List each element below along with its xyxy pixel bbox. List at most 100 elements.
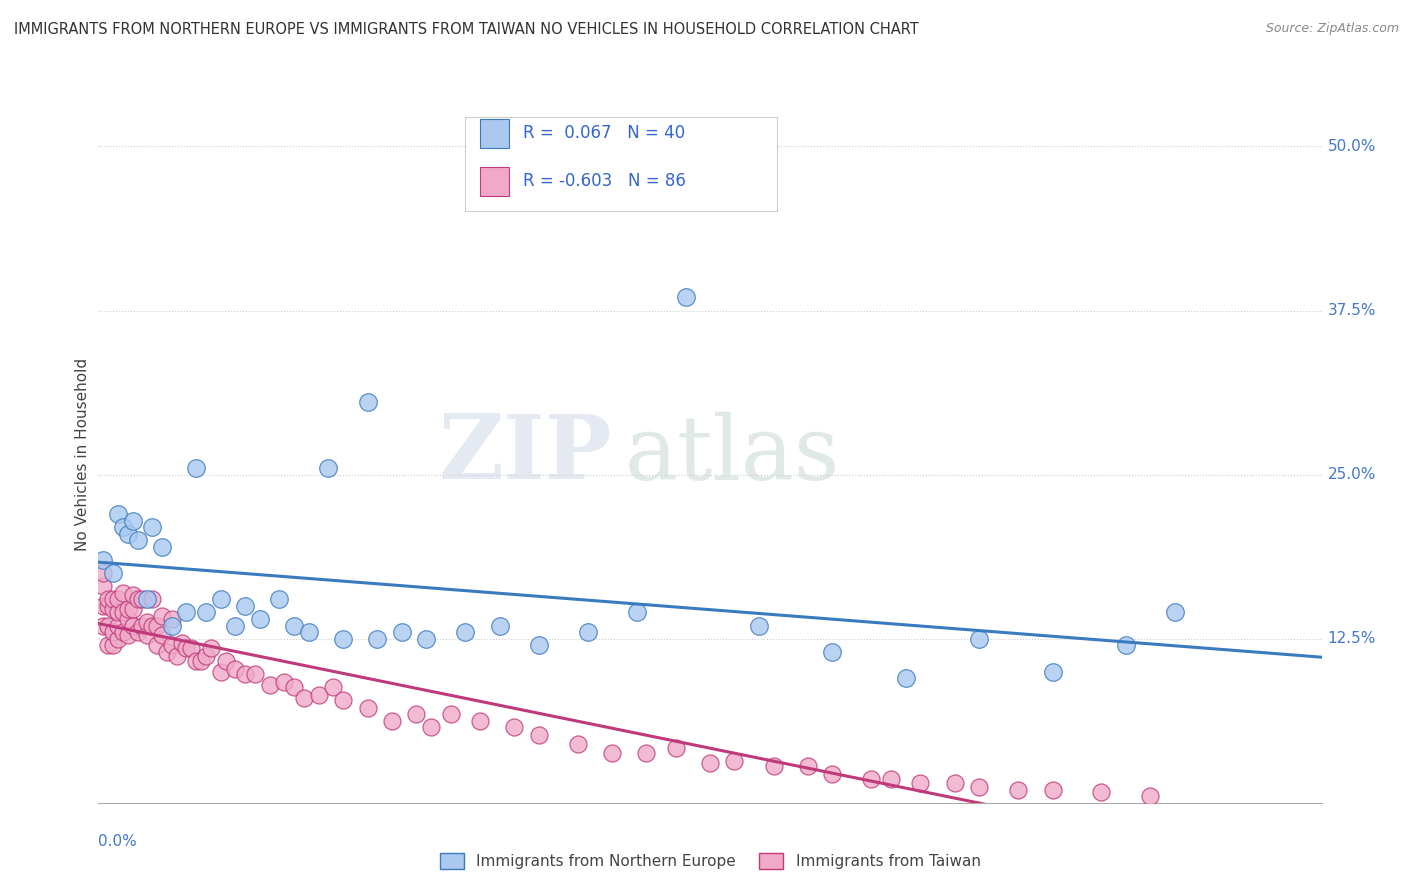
Point [117, 628, 139, 642]
Point [176, 606, 198, 620]
Point [141, 592, 163, 607]
Point [860, 772, 883, 787]
Point [160, 618, 183, 632]
Point [101, 592, 124, 607]
Point [224, 618, 246, 632]
Point [136, 592, 159, 607]
Point [150, 609, 173, 624]
Point [967, 780, 990, 794]
Point [176, 640, 198, 655]
Point [308, 688, 330, 702]
Point [146, 638, 169, 652]
Text: Source: ZipAtlas.com: Source: ZipAtlas.com [1265, 22, 1399, 36]
Point [107, 632, 129, 646]
Point [224, 662, 246, 676]
Point [356, 701, 378, 715]
Point [97, 599, 120, 613]
Point [107, 507, 129, 521]
Point [1090, 785, 1112, 799]
Point [200, 640, 222, 655]
Point [762, 759, 785, 773]
Point [600, 746, 623, 760]
Point [91, 553, 114, 567]
Point [259, 678, 281, 692]
Point [107, 606, 129, 620]
Point [468, 714, 491, 729]
Point [366, 632, 388, 646]
Point [107, 618, 129, 632]
Point [121, 514, 143, 528]
Point [249, 612, 271, 626]
Point [111, 586, 134, 600]
FancyBboxPatch shape [465, 118, 778, 211]
Point [141, 520, 163, 534]
Point [420, 720, 443, 734]
Point [117, 601, 139, 615]
Text: 0.0%: 0.0% [98, 834, 138, 849]
Point [117, 526, 139, 541]
Point [821, 645, 844, 659]
Point [150, 628, 173, 642]
Point [121, 588, 143, 602]
Point [576, 625, 599, 640]
Point [821, 767, 844, 781]
Point [567, 737, 589, 751]
Point [283, 618, 305, 632]
Point [146, 618, 169, 632]
Point [332, 693, 354, 707]
Point [405, 706, 427, 721]
Point [101, 566, 124, 580]
Point [190, 654, 212, 668]
Point [141, 618, 163, 632]
Point [111, 520, 134, 534]
Point [910, 776, 932, 790]
Point [894, 671, 917, 685]
Point [943, 776, 966, 790]
Point [880, 772, 903, 787]
Point [1042, 782, 1064, 797]
Point [723, 754, 745, 768]
Point [150, 540, 173, 554]
Point [121, 601, 143, 615]
Point [101, 601, 124, 615]
Point [111, 606, 134, 620]
Point [97, 618, 120, 632]
Point [111, 625, 134, 640]
Point [91, 599, 114, 613]
Text: 12.5%: 12.5% [1327, 632, 1376, 646]
Text: 50.0%: 50.0% [1327, 139, 1376, 154]
Point [283, 680, 305, 694]
Point [156, 645, 179, 659]
Point [626, 606, 648, 620]
FancyBboxPatch shape [479, 167, 509, 196]
Text: R =  0.067   N = 40: R = 0.067 N = 40 [523, 125, 685, 143]
Point [797, 759, 820, 773]
Point [233, 667, 256, 681]
Point [967, 632, 990, 646]
Point [381, 714, 404, 729]
Point [332, 632, 354, 646]
Point [214, 654, 236, 668]
Point [195, 606, 218, 620]
Point [1164, 606, 1187, 620]
Point [117, 612, 139, 626]
Point [1007, 782, 1029, 797]
Point [127, 592, 149, 607]
Point [322, 680, 344, 694]
FancyBboxPatch shape [479, 119, 509, 148]
Point [454, 625, 477, 640]
Point [298, 625, 321, 640]
Point [170, 635, 193, 649]
Point [91, 618, 114, 632]
Point [415, 632, 437, 646]
Point [636, 746, 658, 760]
Point [136, 615, 159, 629]
Y-axis label: No Vehicles in Household: No Vehicles in Household [75, 359, 90, 551]
Point [166, 648, 188, 663]
Point [675, 290, 697, 304]
Point [748, 618, 770, 632]
Point [97, 638, 120, 652]
Point [136, 628, 159, 642]
Text: 37.5%: 37.5% [1327, 303, 1376, 318]
Point [195, 648, 218, 663]
